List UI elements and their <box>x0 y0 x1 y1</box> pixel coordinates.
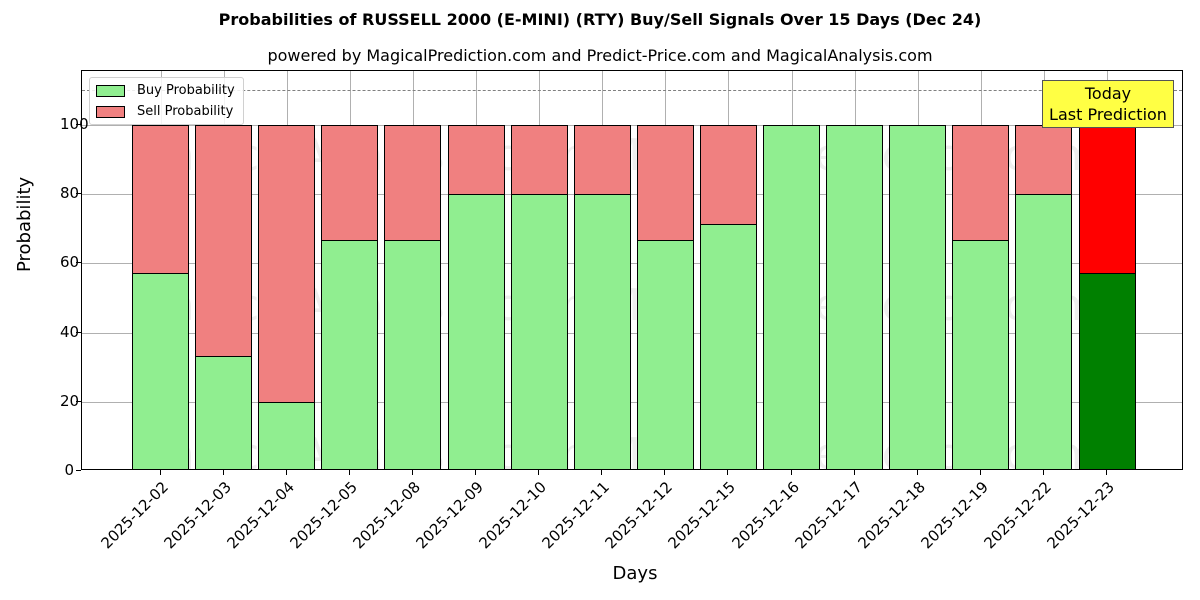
reference-line <box>82 90 1182 92</box>
x-tick-mark <box>285 470 287 475</box>
bar-buy <box>952 240 1010 469</box>
y-tick-mark <box>76 470 81 471</box>
x-tick-mark <box>159 470 161 475</box>
annotation-line1: Today <box>1084 84 1132 103</box>
y-tick-mark <box>76 124 81 125</box>
bar-sell <box>573 125 631 196</box>
y-tick-mark <box>76 400 81 402</box>
x-tick-mark <box>538 470 540 475</box>
bar-buy <box>1015 194 1073 469</box>
gridline-h <box>82 401 1182 403</box>
y-tick-mark <box>76 193 81 195</box>
bar-sell <box>321 125 379 242</box>
bar-sell <box>1078 125 1136 275</box>
bar-buy <box>826 125 884 469</box>
legend: Buy Probability Sell Probability <box>89 77 244 125</box>
legend-label-sell: Sell Probability <box>137 104 234 119</box>
x-tick-label: 2025-12-19 <box>917 478 992 553</box>
x-tick-mark <box>222 470 224 475</box>
buy-swatch-icon <box>96 84 125 97</box>
bar-buy <box>763 125 820 469</box>
bar-buy <box>889 125 947 469</box>
x-tick-label: 2025-12-12 <box>601 478 677 553</box>
x-tick-label: 2025-12-11 <box>538 478 614 553</box>
x-tick-mark <box>1106 470 1107 475</box>
legend-item-buy: Buy Probability <box>96 83 235 98</box>
gridline-h <box>82 263 1182 265</box>
bar-sell <box>510 125 568 196</box>
bar-sell <box>384 125 442 242</box>
y-tick-label: 80 <box>60 184 80 203</box>
x-tick-label: 2025-12-09 <box>412 478 487 553</box>
x-tick-mark <box>664 470 666 475</box>
chart-title: Probabilities of RUSSELL 2000 (E-MINI) (… <box>218 10 982 29</box>
bar-sell <box>952 125 1010 242</box>
sell-swatch-icon <box>96 105 125 118</box>
x-tick-label: 2025-12-23 <box>1043 478 1118 553</box>
x-tick-mark <box>916 470 918 475</box>
x-axis-label: Days <box>612 563 658 584</box>
x-tick-mark <box>411 470 413 475</box>
x-tick-label: 2025-12-15 <box>664 478 740 553</box>
x-tick-label: 2025-12-18 <box>854 478 929 553</box>
y-tick-label: 100 <box>60 115 89 133</box>
x-tick-mark <box>348 470 350 475</box>
x-tick-mark <box>1042 470 1044 475</box>
gridline-h <box>82 332 1182 334</box>
x-tick-label: 2025-12-04 <box>223 478 298 553</box>
bar-sell <box>699 125 757 225</box>
annotation-line2: Last Prediction <box>1049 105 1167 124</box>
bar-buy <box>258 401 316 469</box>
x-tick-mark <box>790 470 792 475</box>
bar-buy <box>510 194 568 469</box>
x-tick-mark <box>727 470 729 475</box>
legend-label-buy: Buy Probability <box>137 83 235 98</box>
bar-sell <box>447 125 505 196</box>
bar-buy <box>573 194 631 469</box>
plot-area: MagicalAnalysis.comMagicalPrediction.com… <box>81 70 1183 470</box>
x-tick-mark <box>475 470 476 475</box>
bar-buy <box>321 240 379 469</box>
chart-subtitle: powered by MagicalPrediction.com and Pre… <box>267 46 933 65</box>
bar-buy <box>195 355 253 469</box>
today-annotation: Today Last Prediction <box>1042 80 1174 128</box>
bar-buy <box>384 240 442 469</box>
y-tick-label: 20 <box>60 391 80 410</box>
x-tick-label: 2025-12-02 <box>97 478 172 553</box>
bar-sell <box>195 125 253 357</box>
bar-sell <box>1015 125 1073 196</box>
y-axis-label: Probability <box>14 176 35 272</box>
y-tick-mark <box>76 262 81 264</box>
y-tick-label: 60 <box>60 253 80 272</box>
y-tick-mark <box>76 331 81 333</box>
x-tick-mark <box>853 470 855 475</box>
x-tick-label: 2025-12-16 <box>728 478 803 553</box>
bar-buy <box>636 240 694 469</box>
bar-sell <box>258 125 316 403</box>
x-tick-label: 2025-12-22 <box>980 478 1055 553</box>
bar-buy <box>699 223 757 469</box>
x-tick-mark <box>979 470 981 475</box>
bar-sell <box>636 125 694 242</box>
x-tick-label: 2025-12-05 <box>286 478 361 553</box>
bar-sell <box>132 125 189 275</box>
gridline-h <box>82 194 1182 196</box>
bar-buy <box>447 194 505 469</box>
x-tick-label: 2025-12-10 <box>475 478 551 553</box>
y-tick-label: 0 <box>64 461 74 479</box>
y-tick-label: 40 <box>60 322 80 341</box>
x-tick-label: 2025-12-08 <box>349 478 424 553</box>
x-tick-mark <box>601 470 603 475</box>
legend-item-sell: Sell Probability <box>96 104 233 119</box>
bar-buy <box>1078 273 1136 469</box>
gridline-h <box>82 125 1182 126</box>
bar-buy <box>132 273 189 469</box>
